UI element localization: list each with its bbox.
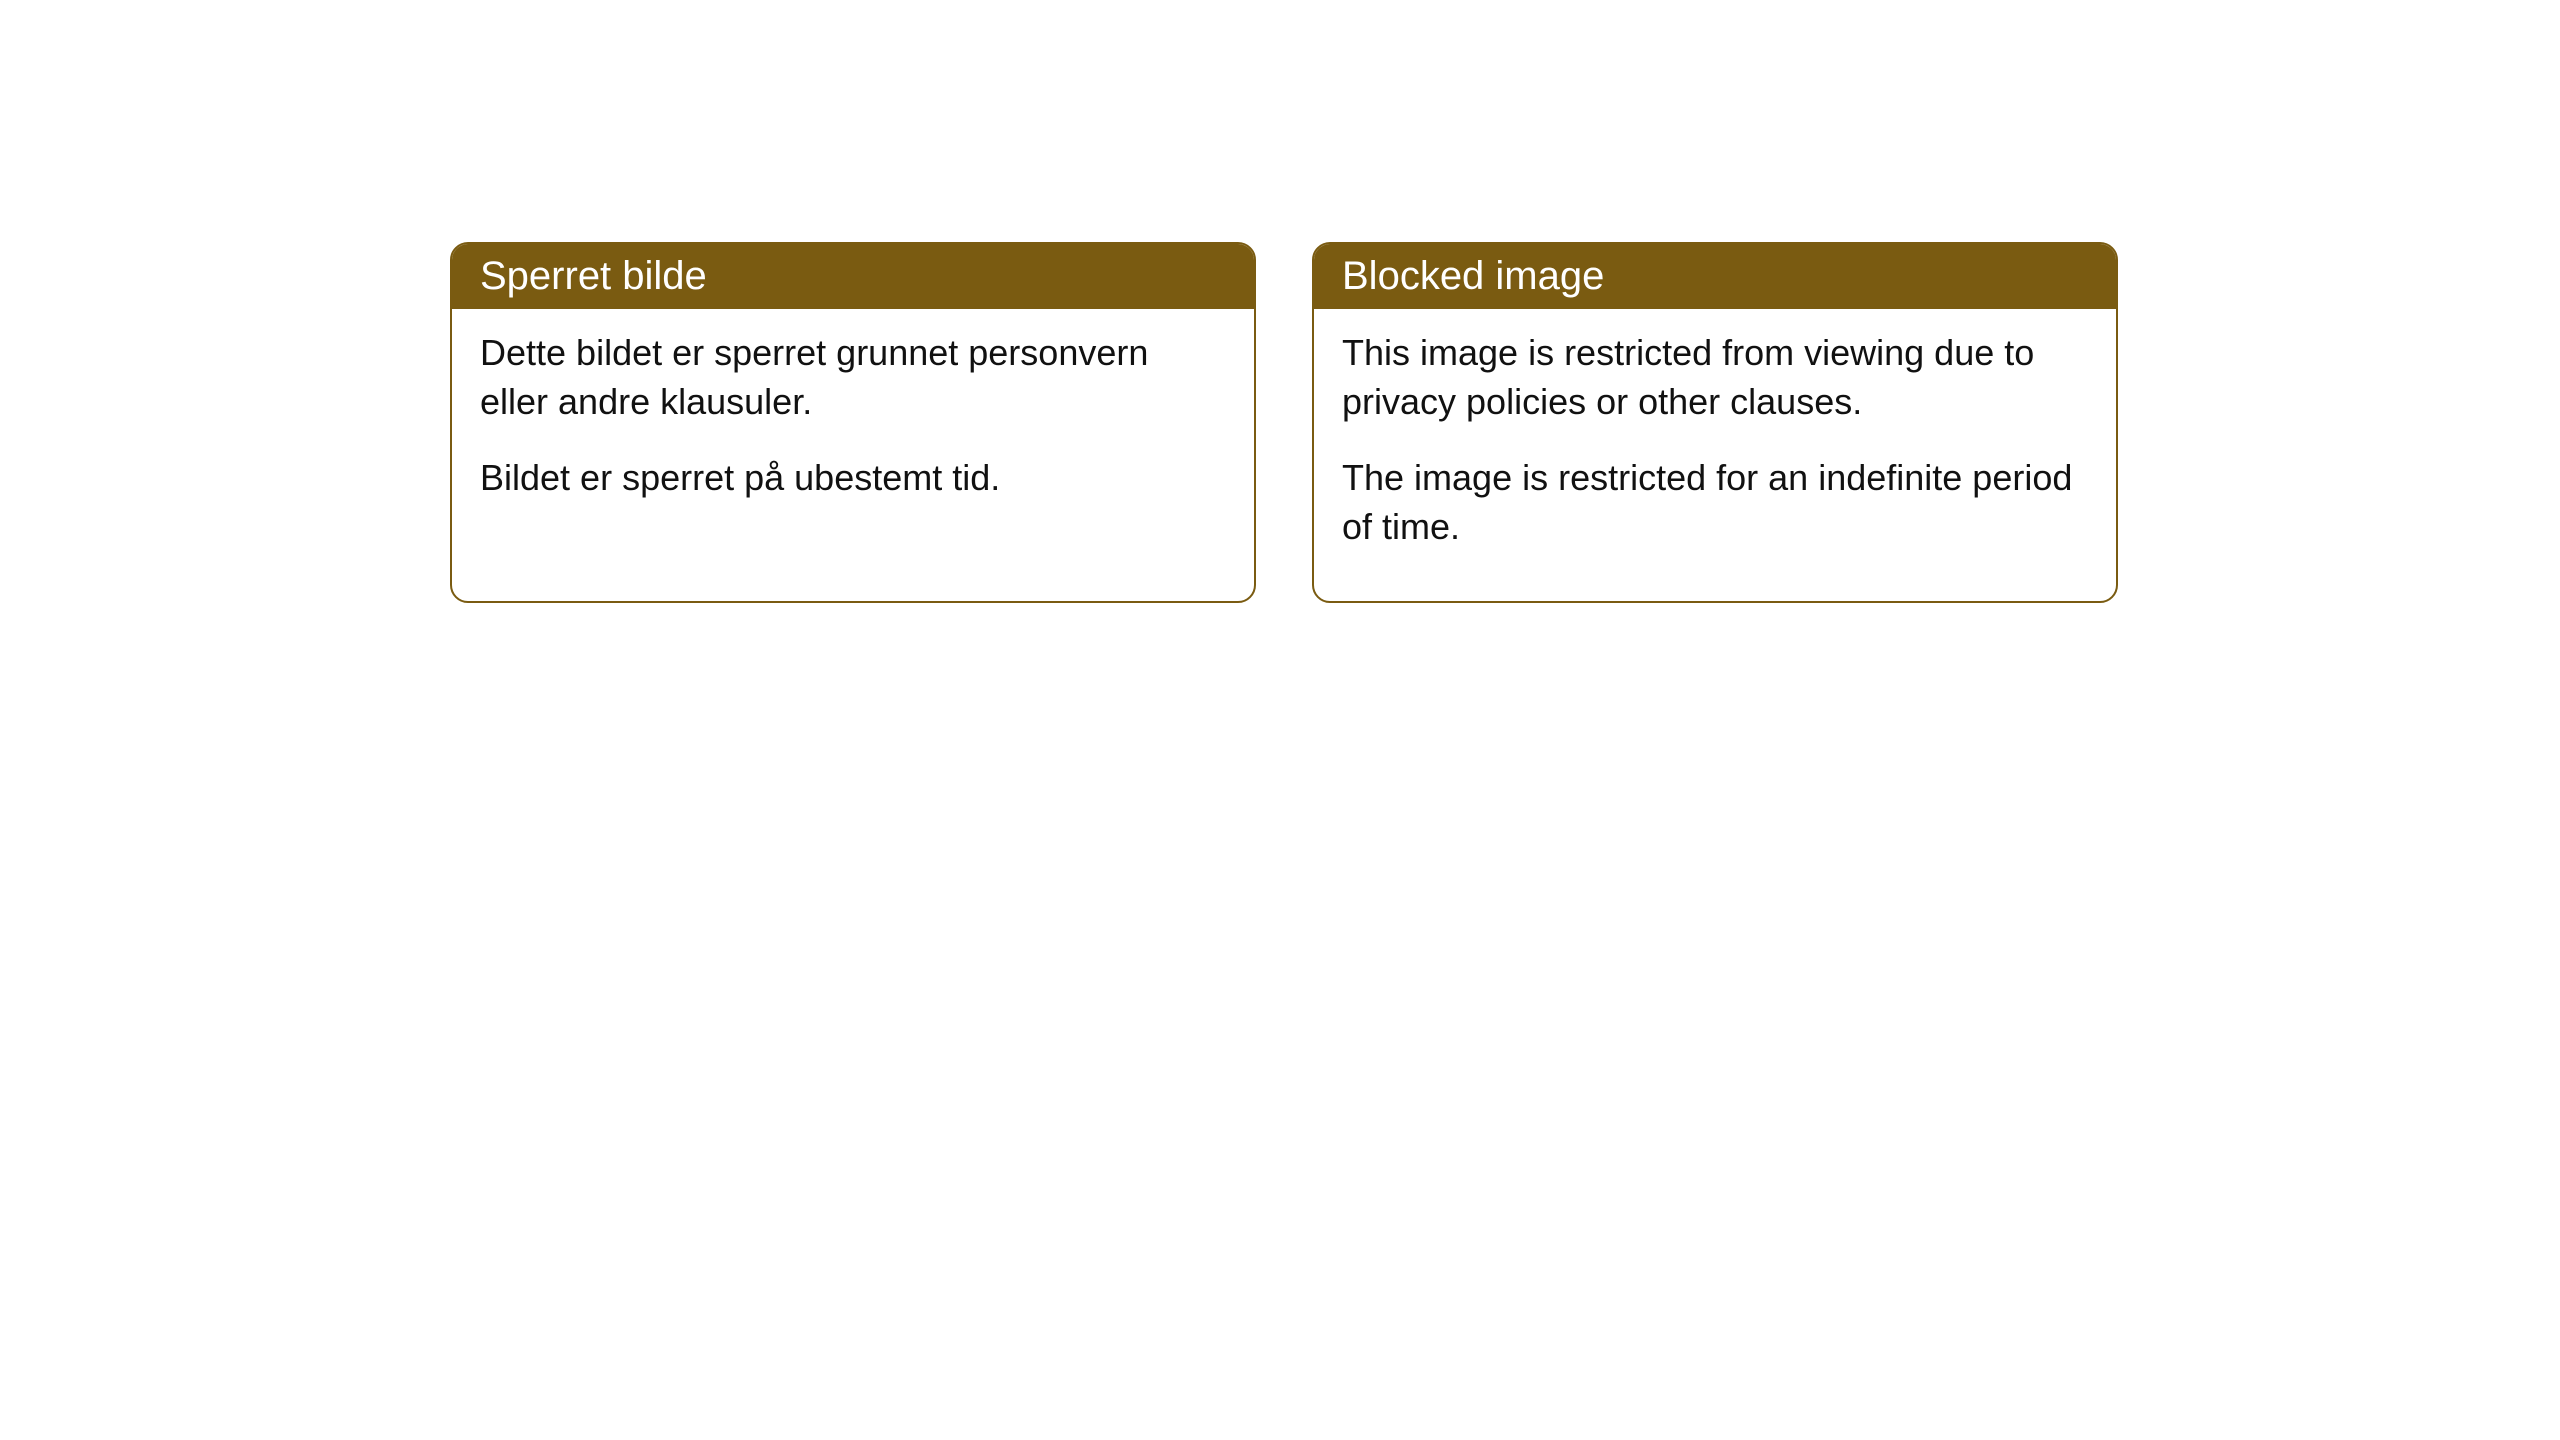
restriction-duration-text: The image is restricted for an indefinit… (1342, 454, 2088, 551)
card-body-norwegian: Dette bildet er sperret grunnet personve… (452, 309, 1254, 553)
restriction-duration-text: Bildet er sperret på ubestemt tid. (480, 454, 1226, 503)
blocked-image-card-norwegian: Sperret bilde Dette bildet er sperret gr… (450, 242, 1256, 603)
card-header-english: Blocked image (1314, 244, 2116, 309)
restriction-reason-text: This image is restricted from viewing du… (1342, 329, 2088, 426)
notice-cards-container: Sperret bilde Dette bildet er sperret gr… (450, 242, 2118, 603)
blocked-image-card-english: Blocked image This image is restricted f… (1312, 242, 2118, 603)
restriction-reason-text: Dette bildet er sperret grunnet personve… (480, 329, 1226, 426)
card-header-norwegian: Sperret bilde (452, 244, 1254, 309)
card-body-english: This image is restricted from viewing du… (1314, 309, 2116, 601)
